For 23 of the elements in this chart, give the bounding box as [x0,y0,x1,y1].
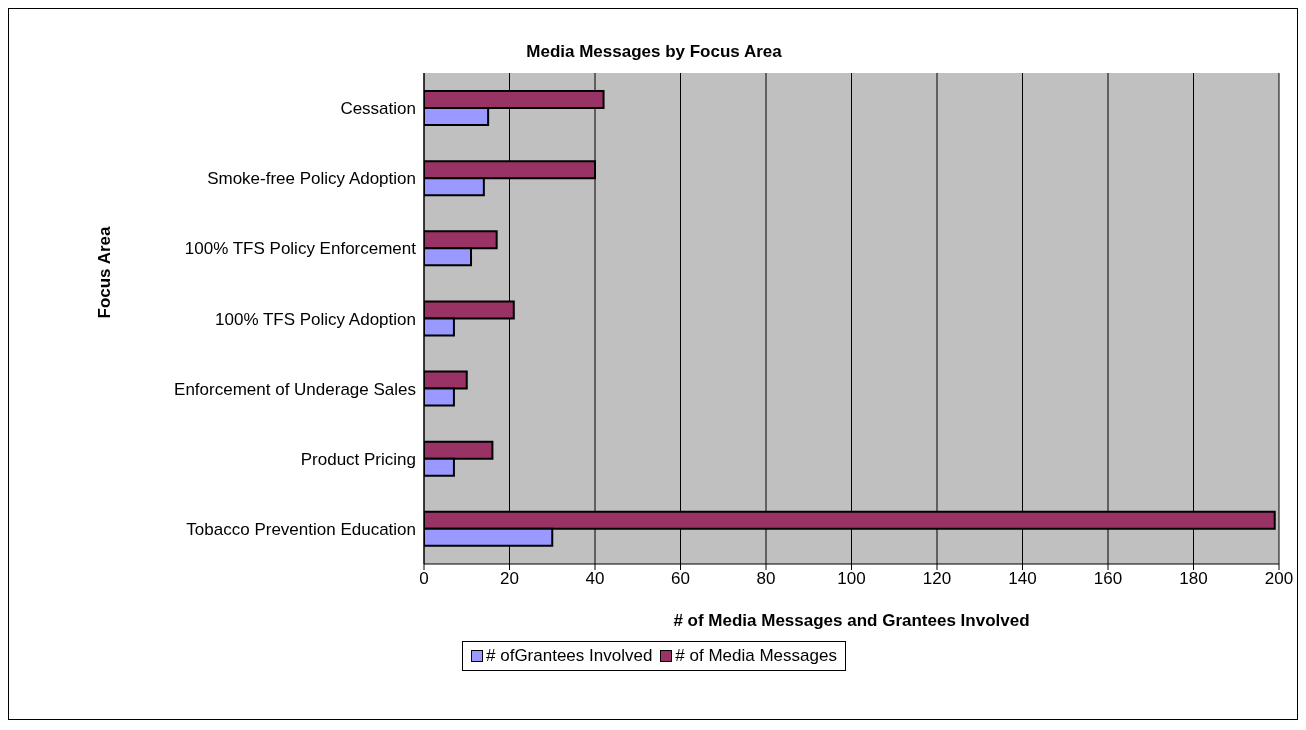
chart-title: Media Messages by Focus Area [525,42,783,62]
x-tick-label: 60 [671,569,690,589]
x-tick-label: 40 [585,569,605,589]
y-tick-label: Cessation [340,99,416,119]
x-tick-label: 160 [1093,569,1123,589]
x-axis-title: # of Media Messages and Grantees Involved [673,611,1030,630]
y-tick-label: 100% TFS Policy Adoption [215,309,416,329]
y-axis-title: Focus Area [95,226,115,319]
x-tick-label: 120 [922,569,952,589]
x-tick-label: 20 [500,569,519,589]
y-tick-label: Product Pricing [300,449,416,469]
x-tick-label: 100 [837,569,866,589]
y-tick-label: Enforcement of Underage Sales [174,379,416,399]
y-tick-label: Smoke-free Policy Adoption [207,169,416,189]
x-tick-label: 180 [1179,569,1208,589]
x-tick-label: 200 [1264,569,1294,589]
x-tick-label: 0 [419,569,429,589]
y-tick-label: Tobacco Prevention Education [186,519,416,539]
legend-label: # of Media Messages [674,646,837,666]
y-tick-label: 100% TFS Policy Enforcement [184,239,417,259]
legend-label: # ofGrantees Involved [485,646,653,666]
x-tick-label: 140 [1008,569,1037,589]
x-tick-label: 80 [756,569,776,589]
